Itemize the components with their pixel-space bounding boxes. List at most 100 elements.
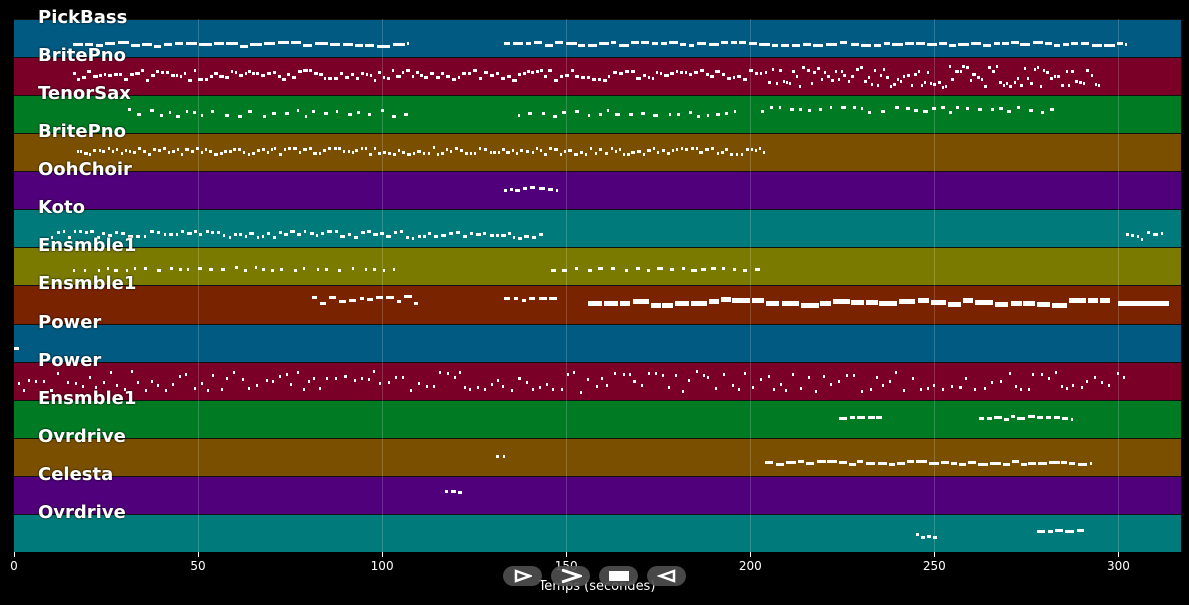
note bbox=[392, 153, 397, 157]
note bbox=[991, 70, 995, 74]
note bbox=[412, 151, 415, 155]
note bbox=[335, 109, 339, 113]
note bbox=[624, 268, 629, 272]
note bbox=[802, 42, 811, 46]
note bbox=[396, 299, 402, 303]
note bbox=[224, 149, 228, 153]
track-lane bbox=[14, 133, 1181, 172]
note bbox=[401, 150, 405, 154]
note bbox=[807, 108, 812, 112]
note bbox=[103, 72, 107, 76]
note bbox=[628, 372, 631, 376]
note bbox=[1076, 529, 1085, 533]
note bbox=[618, 71, 623, 75]
note bbox=[765, 461, 774, 465]
stop-icon bbox=[608, 571, 629, 581]
note bbox=[385, 295, 394, 299]
note bbox=[169, 232, 174, 236]
note bbox=[875, 375, 878, 379]
note bbox=[622, 372, 625, 376]
note bbox=[916, 42, 925, 46]
note bbox=[240, 44, 248, 48]
note bbox=[89, 375, 92, 379]
note bbox=[748, 42, 757, 46]
note bbox=[436, 75, 441, 79]
track-lane bbox=[14, 171, 1181, 210]
note bbox=[851, 300, 865, 306]
note bbox=[648, 371, 651, 375]
note bbox=[779, 382, 782, 386]
note bbox=[233, 148, 237, 152]
forward-button[interactable] bbox=[551, 566, 590, 586]
note bbox=[167, 151, 170, 155]
note bbox=[972, 72, 976, 76]
note bbox=[433, 385, 436, 389]
note bbox=[876, 84, 880, 88]
note bbox=[585, 152, 588, 156]
note bbox=[356, 110, 360, 114]
note bbox=[219, 151, 223, 155]
note bbox=[833, 299, 850, 305]
note bbox=[570, 69, 574, 73]
note bbox=[497, 151, 501, 155]
back-button[interactable] bbox=[647, 566, 686, 586]
note bbox=[180, 152, 184, 156]
note bbox=[1089, 462, 1092, 466]
note bbox=[455, 231, 461, 235]
note bbox=[572, 370, 575, 374]
note bbox=[502, 385, 505, 389]
note bbox=[476, 232, 481, 236]
note bbox=[214, 72, 218, 76]
note bbox=[574, 109, 580, 113]
note bbox=[501, 234, 506, 238]
note bbox=[889, 463, 895, 467]
note bbox=[737, 387, 740, 391]
note bbox=[1020, 463, 1027, 467]
note bbox=[367, 297, 373, 301]
track-label: BritePno bbox=[38, 45, 126, 67]
note bbox=[899, 299, 916, 305]
note bbox=[417, 150, 421, 154]
note bbox=[509, 188, 513, 192]
grid-line bbox=[750, 19, 752, 552]
note bbox=[273, 236, 276, 240]
note bbox=[302, 147, 307, 151]
note bbox=[496, 379, 499, 383]
note bbox=[622, 153, 626, 157]
note bbox=[457, 75, 461, 79]
note bbox=[903, 388, 906, 392]
note bbox=[334, 229, 338, 233]
note bbox=[612, 71, 618, 75]
note bbox=[531, 388, 534, 392]
note bbox=[800, 302, 819, 308]
note bbox=[280, 267, 284, 271]
note bbox=[882, 68, 885, 72]
note bbox=[626, 153, 630, 157]
note bbox=[940, 105, 945, 109]
stop-button[interactable] bbox=[599, 566, 638, 586]
note bbox=[628, 112, 633, 116]
note bbox=[606, 383, 609, 387]
note bbox=[445, 74, 450, 78]
note bbox=[416, 71, 419, 75]
note bbox=[176, 73, 179, 77]
note bbox=[531, 235, 537, 239]
note bbox=[539, 233, 544, 237]
note bbox=[1068, 461, 1075, 465]
note bbox=[674, 374, 677, 378]
note bbox=[813, 44, 824, 48]
note bbox=[518, 73, 522, 77]
tick-label: 0 bbox=[10, 559, 18, 573]
note bbox=[1152, 233, 1158, 237]
note bbox=[473, 151, 476, 155]
note bbox=[314, 42, 328, 46]
note bbox=[365, 43, 374, 47]
note bbox=[965, 65, 969, 69]
note bbox=[372, 268, 377, 272]
note bbox=[302, 43, 313, 47]
play-button[interactable] bbox=[503, 566, 542, 586]
note bbox=[193, 68, 197, 72]
note bbox=[459, 148, 463, 152]
note bbox=[351, 72, 355, 76]
note bbox=[820, 78, 823, 82]
